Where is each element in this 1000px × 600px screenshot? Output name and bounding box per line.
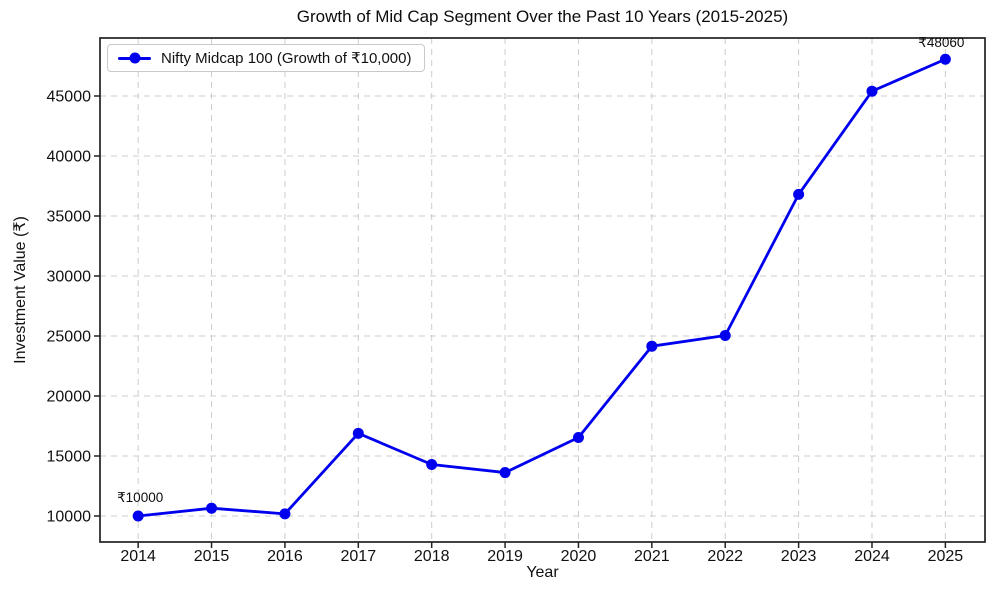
y-tick-label: 20000	[47, 388, 92, 405]
y-tick-label: 45000	[47, 88, 92, 105]
x-tick-label: 2025	[928, 548, 964, 565]
y-tick-label: 10000	[47, 508, 92, 525]
y-tick-label: 40000	[47, 148, 92, 165]
y-tick-label: 15000	[47, 448, 92, 465]
x-tick-label: 2014	[120, 548, 156, 565]
y-tick-label: 35000	[47, 208, 92, 225]
legend-series-label: Nifty Midcap 100 (Growth of ₹10,000)	[161, 50, 412, 67]
x-tick-label: 2021	[634, 548, 670, 565]
annotation-start-value: ₹10000	[117, 489, 164, 505]
data-point-marker	[719, 330, 731, 342]
data-point-marker	[132, 510, 144, 522]
x-axis-label: Year	[526, 564, 559, 581]
x-tick-label: 2017	[341, 548, 377, 565]
chart-title: Growth of Mid Cap Segment Over the Past …	[296, 7, 789, 26]
x-tick-label: 2020	[561, 548, 597, 565]
legend: Nifty Midcap 100 (Growth of ₹10,000)	[107, 44, 425, 72]
data-point-marker	[279, 508, 291, 520]
x-tick-label: 2016	[267, 548, 303, 565]
axes-spines	[99, 37, 986, 543]
y-axis-label: Investment Value (₹)	[12, 216, 29, 364]
y-tick-label: 30000	[47, 268, 92, 285]
y-tick-label: 25000	[47, 328, 92, 345]
legend-dot-icon	[129, 52, 140, 64]
data-point-marker	[646, 340, 658, 352]
x-tick-label: 2022	[707, 548, 743, 565]
data-point-marker	[939, 53, 951, 65]
data-point-marker	[793, 188, 805, 200]
x-tick-label: 2024	[854, 548, 890, 565]
x-tick-label: 2019	[487, 548, 523, 565]
annotation-end-value: ₹48060	[918, 35, 965, 51]
data-point-marker	[352, 427, 364, 439]
data-point-marker	[206, 502, 218, 514]
data-point-marker	[426, 459, 438, 471]
data-point-marker	[572, 432, 584, 444]
legend-line-marker-icon	[118, 52, 151, 64]
x-tick-label: 2015	[194, 548, 230, 565]
data-point-marker	[866, 85, 878, 97]
x-tick-label: 2023	[781, 548, 817, 565]
x-tick-label: 2018	[414, 548, 450, 565]
series-line	[136, 57, 947, 518]
data-point-marker	[499, 467, 511, 479]
